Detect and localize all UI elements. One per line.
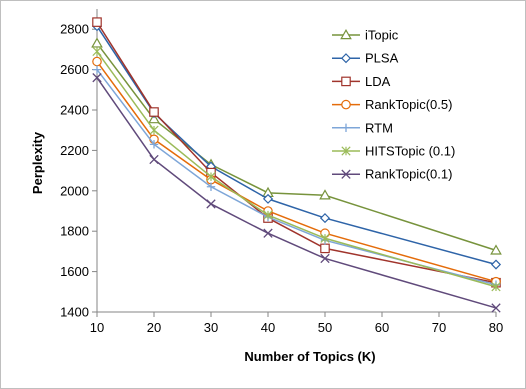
legend-label: PLSA	[365, 51, 399, 66]
data-point-marker	[206, 199, 216, 209]
data-point-marker	[319, 189, 331, 200]
series-line	[96, 42, 497, 252]
data-point-marker	[92, 46, 102, 57]
data-point-marker	[490, 259, 502, 270]
legend-marker	[341, 123, 351, 132]
series-group	[92, 73, 501, 313]
legend-item: RankTopic(0.5)	[332, 97, 452, 112]
x-tick-label: 60	[375, 320, 389, 335]
legend-item: LDA	[332, 74, 391, 89]
y-tick-label: 2200	[60, 143, 89, 158]
y-tick-label: 2800	[60, 22, 89, 37]
legend-marker	[341, 146, 351, 156]
series-line	[96, 77, 497, 309]
data-point-marker	[148, 113, 160, 124]
legend-marker	[341, 76, 351, 87]
x-tick-label: 40	[261, 320, 275, 335]
legend-item: HITSTopic (0.1)	[332, 144, 455, 159]
data-point-marker	[206, 172, 216, 182]
data-point-marker	[490, 244, 502, 255]
data-point-marker	[263, 228, 273, 238]
legend-label: RankTopic(0.5)	[365, 97, 452, 112]
data-point-marker	[320, 253, 330, 264]
data-point-marker	[491, 303, 501, 313]
y-tick-label: 1600	[60, 264, 89, 279]
x-tick-label: 70	[432, 320, 446, 335]
data-point-marker	[491, 282, 501, 292]
series-group	[92, 46, 501, 292]
legend-marker	[340, 28, 352, 40]
legend-label: LDA	[365, 74, 391, 89]
y-tick-label: 2600	[60, 62, 89, 77]
y-tick-label: 2000	[60, 183, 89, 198]
data-point-marker	[149, 154, 159, 165]
series-line	[96, 25, 497, 266]
series-line	[96, 50, 497, 288]
data-point-marker	[149, 125, 159, 135]
data-point-marker	[206, 182, 216, 191]
legend-label: iTopic	[365, 28, 399, 43]
data-point-marker	[262, 193, 274, 204]
legend-item: iTopic	[332, 28, 399, 43]
data-point-marker	[91, 37, 103, 48]
legend-marker	[341, 169, 351, 179]
legend-item: RankTopic(0.1)	[332, 167, 452, 182]
x-tick-label: 50	[318, 320, 332, 335]
data-point-marker	[263, 210, 273, 220]
legend-marker	[340, 53, 352, 64]
data-point-marker	[320, 233, 330, 243]
legend-item: RTM	[332, 120, 393, 135]
x-tick-label: 10	[90, 320, 104, 335]
y-axis-title: Perplexity	[30, 131, 45, 194]
data-point-marker	[320, 243, 330, 254]
legend-item: PLSA	[332, 51, 399, 66]
data-point-marker	[92, 56, 102, 67]
x-axis-title: Number of Topics (K)	[244, 349, 375, 364]
data-point-marker	[92, 17, 102, 27]
data-point-marker	[149, 140, 159, 149]
legend-label: RankTopic(0.1)	[365, 167, 452, 182]
data-point-marker	[92, 73, 102, 83]
legend-label: HITSTopic (0.1)	[365, 144, 455, 159]
y-tick-label: 1400	[60, 305, 89, 320]
y-tick-label: 1800	[60, 224, 89, 239]
x-tick-label: 20	[147, 320, 161, 335]
data-point-marker	[92, 65, 102, 74]
data-point-marker	[319, 213, 331, 224]
x-tick-label: 80	[489, 320, 503, 335]
legend-label: RTM	[365, 120, 393, 135]
data-point-marker	[149, 107, 159, 117]
legend-marker	[341, 99, 351, 110]
x-tick-label: 30	[204, 320, 218, 335]
series-line	[96, 69, 497, 286]
y-tick-label: 2400	[60, 103, 89, 118]
